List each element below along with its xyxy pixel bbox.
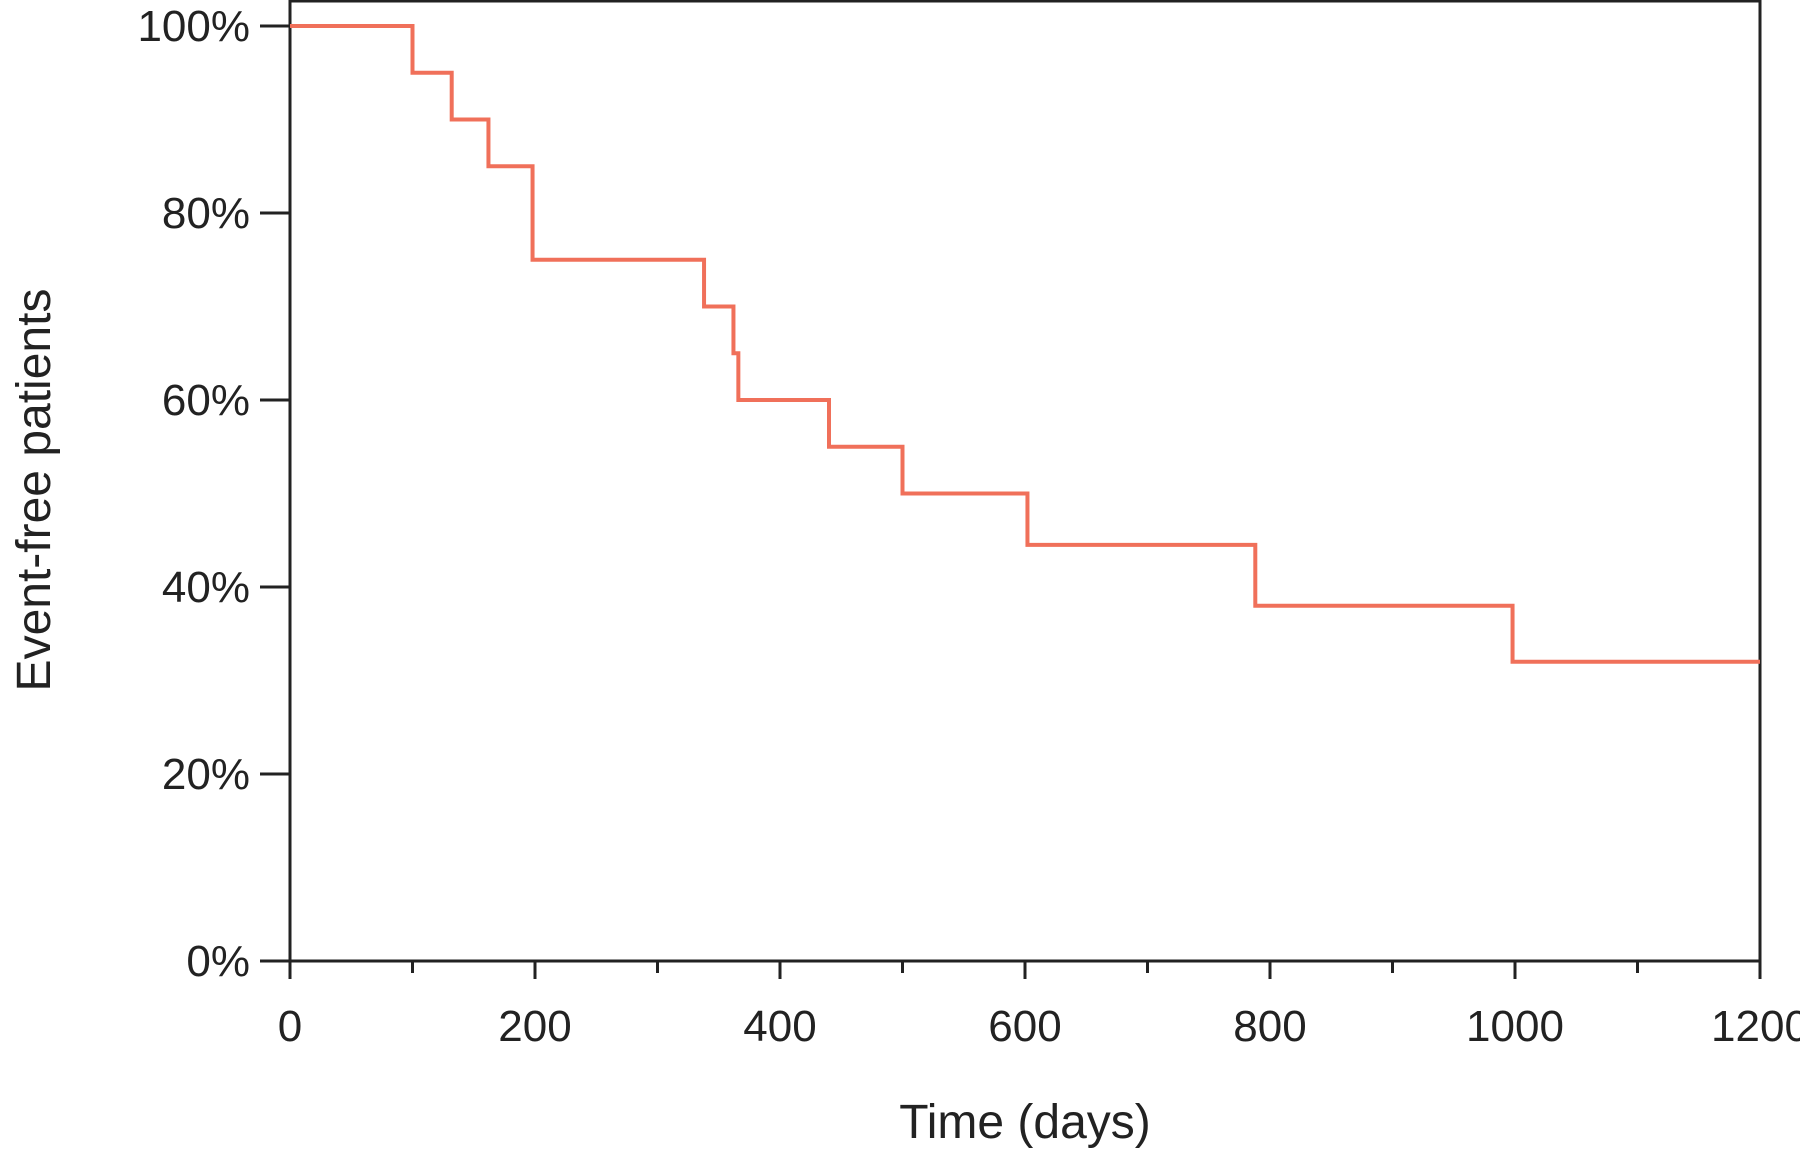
x-tick-label: 400 (743, 1002, 816, 1051)
y-tick-label: 100% (137, 2, 250, 51)
x-tick-label: 0 (278, 1002, 302, 1051)
x-tick-label: 200 (498, 1002, 571, 1051)
y-axis-title: Event-free patients (8, 289, 61, 692)
plot-frame (288, 0, 1762, 963)
y-axis: 0% 20% 40% 60% 80% 100% (137, 2, 290, 986)
x-tick-label: 800 (1233, 1002, 1306, 1051)
y-tick-label: 40% (162, 563, 250, 612)
x-tick-label: 1000 (1466, 1002, 1564, 1051)
x-axis-title: Time (days) (899, 1096, 1151, 1149)
y-tick-label: 60% (162, 376, 250, 425)
x-tick-label: 1200 (1711, 1002, 1800, 1051)
survival-curve (290, 24, 1760, 664)
y-tick-label: 80% (162, 189, 250, 238)
y-tick-label: 20% (162, 750, 250, 799)
x-axis: 0 200 400 600 800 1000 1200 (278, 961, 1800, 1051)
x-tick-label: 600 (988, 1002, 1061, 1051)
y-tick-label: 0% (186, 937, 250, 986)
